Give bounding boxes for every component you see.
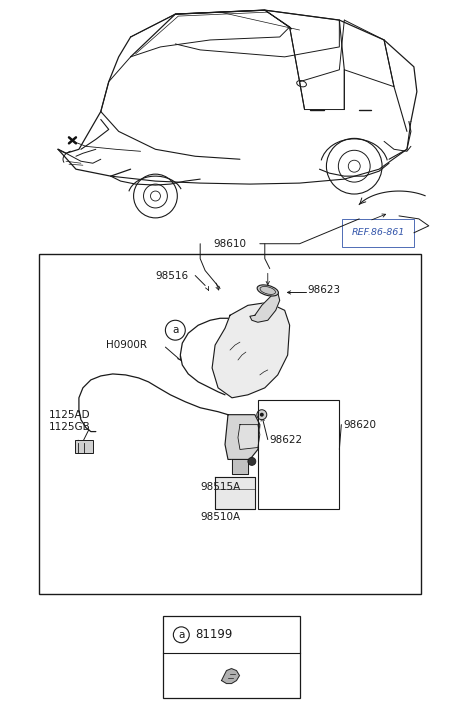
Polygon shape xyxy=(225,414,260,459)
Text: 98515A: 98515A xyxy=(200,482,240,492)
Text: 98622: 98622 xyxy=(270,435,303,444)
Text: 98620: 98620 xyxy=(343,419,376,430)
Polygon shape xyxy=(238,425,260,449)
Polygon shape xyxy=(232,459,248,474)
Text: H0900R: H0900R xyxy=(106,340,147,350)
Text: 81199: 81199 xyxy=(195,628,233,641)
Ellipse shape xyxy=(257,285,278,296)
Text: 98610: 98610 xyxy=(213,238,247,249)
Text: 98623: 98623 xyxy=(307,286,341,295)
Circle shape xyxy=(260,413,264,417)
Bar xyxy=(75,440,93,454)
Text: 1125AD: 1125AD xyxy=(49,410,91,419)
Bar xyxy=(258,400,339,509)
Text: a: a xyxy=(178,630,184,640)
Polygon shape xyxy=(250,292,280,322)
Polygon shape xyxy=(222,669,239,683)
Circle shape xyxy=(257,410,267,419)
Bar xyxy=(163,616,300,698)
Text: REF.86-861: REF.86-861 xyxy=(351,228,404,237)
Polygon shape xyxy=(215,478,255,509)
Text: 98516: 98516 xyxy=(155,270,189,281)
Bar xyxy=(39,254,421,594)
Text: 98510A: 98510A xyxy=(200,512,240,522)
Text: 1125GB: 1125GB xyxy=(49,422,91,432)
Polygon shape xyxy=(212,302,290,398)
Text: a: a xyxy=(172,325,178,335)
Circle shape xyxy=(248,457,256,465)
